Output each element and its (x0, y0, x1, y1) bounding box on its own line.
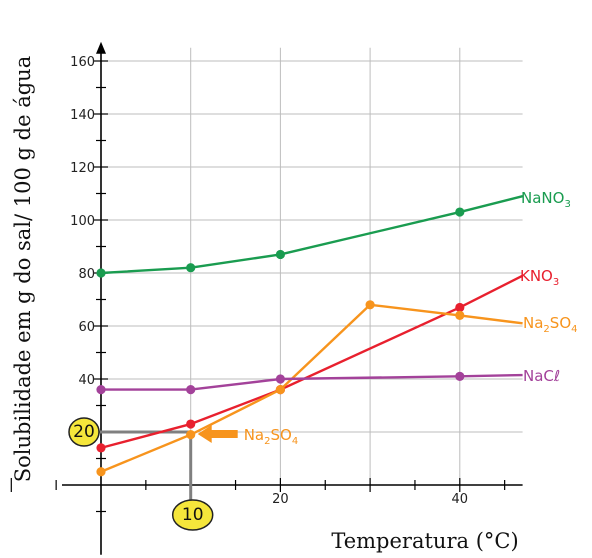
data-point-kno3-0 (96, 443, 106, 453)
highlight-circle-10 (171, 499, 214, 531)
y-tick-label-80: 80 (78, 267, 95, 282)
data-point-kno3-40 (455, 302, 465, 313)
y-tick-label-120: 120 (70, 161, 95, 176)
data-point-nano3-10 (186, 263, 196, 273)
series-line-na2so4 (100, 303, 523, 473)
y-tick-label-160: 160 (70, 55, 95, 70)
data-point-nacl-10 (186, 385, 196, 395)
y-tick-label-100: 100 (70, 214, 95, 229)
data-point-kno3-10 (186, 419, 196, 429)
data-point-nacl-0 (96, 385, 106, 395)
data-point-nano3-0 (96, 268, 106, 278)
tick-labels: 40 60 80 100 120 140 160 20 40 (70, 55, 468, 507)
highlight-circle-20 (68, 417, 100, 447)
highlight-label-20: 20 (73, 422, 95, 442)
x-axis-title: Temperatura (°C) (331, 529, 518, 553)
y-axis-title: Solubilidade em g do sal/ 100 g de água (11, 56, 35, 482)
data-point-na2so4-20 (275, 385, 285, 395)
data-point-na2so4-10 (186, 430, 196, 440)
series-label-kno3: KNO3 (520, 267, 559, 288)
y-tick-label-140: 140 (70, 108, 95, 123)
y-tick-label-40: 40 (78, 373, 95, 388)
highlight-label-10: 10 (182, 505, 204, 525)
arrow-label-na2so4: Na2SO4 (244, 426, 299, 447)
data-point-na2so4-0 (96, 467, 106, 477)
data-point-nano3-40 (455, 207, 465, 217)
series-label-na2so4: Na2SO4 (523, 314, 578, 335)
series-label-nano3: NaNO3 (521, 189, 571, 210)
x-tick-label-20: 20 (272, 492, 289, 507)
pointer-arrow (197, 425, 238, 443)
series-label-nacl: NaCℓ (523, 367, 560, 385)
data-point-nano3-20 (275, 249, 285, 260)
grid-lines (101, 47, 523, 485)
series-labels: NaNO3 KNO3 Na2SO4 NaCℓ (520, 189, 578, 385)
data-point-nacl-40 (455, 371, 465, 381)
axes (62, 41, 523, 555)
y-axis-arrowhead (96, 41, 106, 54)
data-points (96, 207, 465, 477)
reading-guides (90, 430, 193, 507)
data-point-na2so4-40 (455, 310, 465, 320)
callouts: 20 10 Na2SO4 (68, 417, 299, 531)
y-tick-label-60: 60 (78, 320, 95, 335)
x-tick-label-40: 40 (452, 492, 469, 507)
data-point-nacl-20 (275, 374, 285, 384)
data-point-na2so4-30 (365, 300, 375, 310)
